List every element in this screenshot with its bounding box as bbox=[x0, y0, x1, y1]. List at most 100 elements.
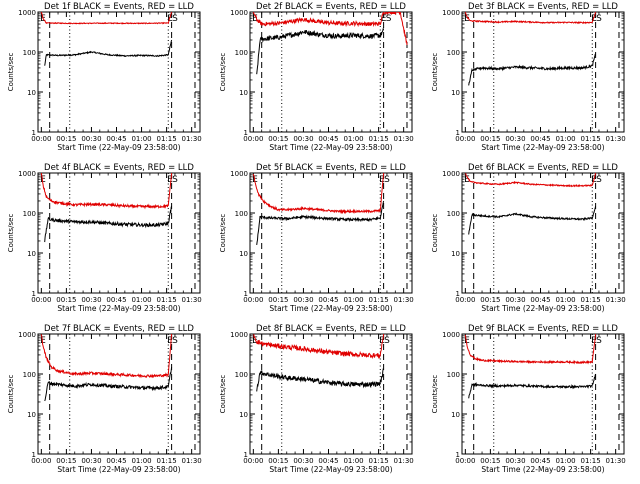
y-tick-label: 10 bbox=[451, 89, 460, 97]
x-tick-label: 01:30 bbox=[606, 296, 626, 304]
y-tick-label: 10 bbox=[239, 411, 248, 419]
event-marker-label: E bbox=[379, 175, 385, 185]
chart-panel-1: Det 1f BLACK = Events, RED = LLD 1 10 100 10… bbox=[7, 2, 202, 152]
event-marker-label: S bbox=[172, 14, 178, 24]
x-tick-label: 01:15 bbox=[581, 296, 601, 304]
y-tick-label: 1 bbox=[244, 129, 248, 137]
x-tick-label: 01:30 bbox=[606, 135, 626, 143]
x-tick-label: 00:15 bbox=[480, 296, 500, 304]
series-line-events bbox=[44, 366, 173, 402]
y-tick-label: 100 bbox=[23, 371, 36, 379]
y-axis-label: Counts/sec bbox=[7, 214, 15, 253]
x-tick-label: 01:00 bbox=[131, 457, 151, 465]
x-tick-label: 00:45 bbox=[318, 296, 338, 304]
x-tick-label: 01:15 bbox=[369, 135, 389, 143]
x-axis-label: Start Time (22-May-09 23:58:00) bbox=[57, 465, 180, 474]
x-tick-label: 00:00 bbox=[455, 135, 475, 143]
y-tick-label: 100 bbox=[235, 49, 248, 57]
x-tick-label: 01:00 bbox=[131, 296, 151, 304]
x-axis-label: Start Time (22-May-09 23:58:00) bbox=[57, 304, 180, 313]
series-line-lld bbox=[40, 12, 173, 25]
chart-panel-5: Det 5f BLACK = Events, RED = LLD 1 10 100 10… bbox=[219, 163, 414, 313]
series-line-lld bbox=[40, 334, 173, 379]
x-tick-label: 00:15 bbox=[56, 135, 76, 143]
series-line-events bbox=[256, 368, 384, 392]
y-tick-label: 1000 bbox=[230, 331, 248, 339]
y-tick-label: 10 bbox=[27, 89, 36, 97]
x-tick-label: 01:15 bbox=[581, 457, 601, 465]
y-tick-label: 10 bbox=[27, 250, 36, 258]
y-tick-label: 1 bbox=[32, 451, 36, 459]
series-line-lld bbox=[464, 334, 597, 365]
event-marker-label: S bbox=[386, 14, 392, 24]
y-axis-label: Counts/sec bbox=[219, 375, 227, 414]
y-tick-label: 1 bbox=[244, 451, 248, 459]
x-tick-label: 00:00 bbox=[455, 457, 475, 465]
y-tick-label: 1000 bbox=[18, 170, 36, 178]
event-marker-label: E bbox=[464, 336, 470, 346]
x-tick-label: 00:45 bbox=[530, 135, 550, 143]
chart-title: Det 6f BLACK = Events, RED = LLD bbox=[468, 163, 618, 173]
x-tick-label: 01:30 bbox=[394, 135, 414, 143]
series-line-events bbox=[468, 373, 597, 399]
x-tick-label: 01:15 bbox=[369, 296, 389, 304]
x-tick-label: 00:00 bbox=[31, 457, 51, 465]
x-tick-label: 00:15 bbox=[480, 135, 500, 143]
chart-panel-2: Det 2f BLACK = Events, RED = LLD 1 10 100 10… bbox=[219, 2, 414, 152]
y-tick-label: 100 bbox=[235, 210, 248, 218]
y-tick-label: 100 bbox=[447, 210, 460, 218]
event-marker-label: S bbox=[596, 175, 602, 185]
x-tick-label: 01:15 bbox=[581, 135, 601, 143]
x-tick-label: 00:00 bbox=[455, 296, 475, 304]
event-marker-label: S bbox=[172, 175, 178, 185]
chart-panel-8: Det 8f BLACK = Events, RED = LLD 1 10 100 10… bbox=[219, 324, 414, 474]
x-tick-label: 00:15 bbox=[268, 457, 288, 465]
event-marker-label: E bbox=[252, 14, 258, 24]
y-tick-label: 1 bbox=[456, 290, 460, 298]
y-tick-label: 10 bbox=[451, 250, 460, 258]
x-tick-label: 00:00 bbox=[31, 296, 51, 304]
x-tick-label: 01:00 bbox=[555, 135, 575, 143]
chart-title: Det 1f BLACK = Events, RED = LLD bbox=[44, 2, 194, 12]
y-tick-label: 1000 bbox=[442, 331, 460, 339]
chart-panel-3: Det 3f BLACK = Events, RED = LLD 1 10 100 10… bbox=[431, 2, 626, 152]
x-axis-label: Start Time (22-May-09 23:58:00) bbox=[269, 304, 392, 313]
x-tick-label: 01:00 bbox=[343, 296, 363, 304]
y-axis-label: Counts/sec bbox=[431, 375, 439, 414]
y-tick-label: 100 bbox=[23, 210, 36, 218]
x-tick-label: 00:30 bbox=[505, 457, 525, 465]
series-line-lld bbox=[464, 12, 597, 25]
x-axis-label: Start Time (22-May-09 23:58:00) bbox=[269, 465, 392, 474]
chart-panel-7: Det 7f BLACK = Events, RED = LLD 1 10 100 10… bbox=[7, 324, 202, 474]
series-line-events bbox=[44, 39, 173, 66]
y-axis-label: Counts/sec bbox=[431, 53, 439, 92]
x-tick-label: 01:00 bbox=[131, 135, 151, 143]
series-line-events bbox=[256, 26, 385, 75]
y-tick-label: 1000 bbox=[18, 331, 36, 339]
plot-frame bbox=[249, 333, 413, 455]
y-tick-label: 1000 bbox=[230, 170, 248, 178]
plot-frame bbox=[461, 333, 625, 455]
y-tick-label: 1000 bbox=[230, 9, 248, 17]
plot-frame bbox=[37, 172, 201, 294]
event-marker-label: E bbox=[167, 14, 173, 24]
x-tick-label: 01:30 bbox=[394, 296, 414, 304]
x-tick-label: 00:30 bbox=[293, 457, 313, 465]
x-tick-label: 00:45 bbox=[530, 457, 550, 465]
x-tick-label: 00:00 bbox=[243, 296, 263, 304]
event-marker-label: E bbox=[167, 336, 173, 346]
chart-title: Det 7f BLACK = Events, RED = LLD bbox=[44, 324, 194, 334]
x-tick-label: 01:30 bbox=[182, 135, 202, 143]
chart-title: Det 8f BLACK = Events, RED = LLD bbox=[256, 324, 406, 334]
plot-frame bbox=[461, 11, 625, 133]
x-tick-label: 00:45 bbox=[106, 457, 126, 465]
event-marker-label: E bbox=[464, 14, 470, 24]
plot-frame bbox=[249, 172, 413, 294]
event-marker-label: S bbox=[384, 336, 390, 346]
x-axis-label: Start Time (22-May-09 23:58:00) bbox=[481, 465, 604, 474]
x-tick-label: 00:15 bbox=[56, 296, 76, 304]
x-tick-label: 00:30 bbox=[505, 135, 525, 143]
chart-panel-9: Det 9f BLACK = Events, RED = LLD 1 10 100 10… bbox=[431, 324, 626, 474]
event-marker-label: S bbox=[384, 175, 390, 185]
